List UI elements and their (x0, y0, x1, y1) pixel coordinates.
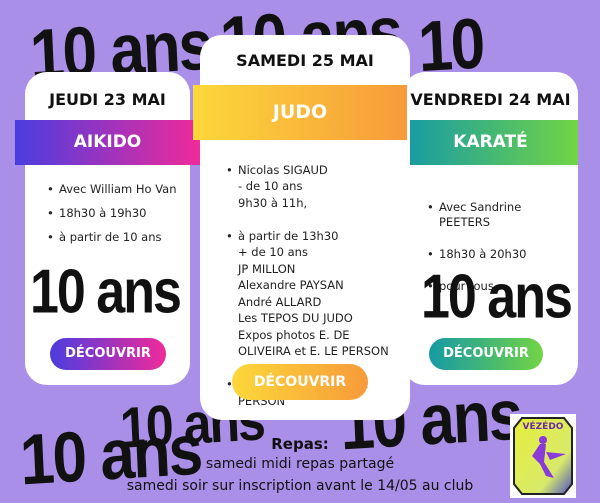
karate-discover-button[interactable]: DÉCOUVRIR (429, 338, 543, 370)
vezedo-logo: VÉZÉDO (510, 414, 576, 498)
judo-discover-button[interactable]: DÉCOUVRIR (232, 364, 368, 400)
repas-line: samedi midi repas partagé (205, 456, 395, 472)
detail-item: Nicolas SIGAUD - de 10 ans 9h30 à 11h, (224, 162, 410, 212)
karate-title-band: KARATÉ (403, 120, 578, 165)
card-details: Avec William Ho Van 18h30 à 19h30 à part… (45, 182, 190, 254)
detail-item: Avec Sandrine PEETERS (425, 200, 575, 230)
logo-text: VÉZÉDO (522, 422, 564, 432)
judo-title-band: JUDO (193, 85, 407, 140)
karate-card: VENDREDI 24 MAI Avec Sandrine PEETERS 18… (403, 72, 578, 385)
detail-item: à partir de 13h30 + de 10 ans JP MILLON … (224, 228, 410, 360)
detail-item: Avec William Ho Van (45, 182, 190, 197)
decor-text: 10 ans (30, 257, 182, 327)
repas-line: samedi soir sur inscription avant le 14/… (126, 478, 474, 494)
detail-item: 18h30 à 19h30 (45, 206, 190, 221)
decor-text: 10 ans (421, 262, 573, 332)
aikido-title-band: AIKIDO (15, 120, 200, 165)
card-day: JEUDI 23 MAI (49, 90, 166, 109)
detail-item: 18h30 à 20h30 (425, 247, 575, 262)
card-day: SAMEDI 25 MAI (236, 51, 374, 70)
logo-shield-icon (513, 417, 573, 495)
aikido-card: JEUDI 23 MAI Avec William Ho Van 18h30 à… (25, 72, 190, 385)
aikido-discover-button[interactable]: DÉCOUVRIR (50, 338, 166, 370)
detail-item: à partir de 10 ans (45, 230, 190, 245)
detail-item: pour tous (425, 279, 575, 294)
card-day: VENDREDI 24 MAI (410, 90, 571, 109)
repas-title: Repas: (271, 435, 329, 453)
card-details: Avec Sandrine PEETERS 18h30 à 20h30 pour… (425, 185, 575, 318)
